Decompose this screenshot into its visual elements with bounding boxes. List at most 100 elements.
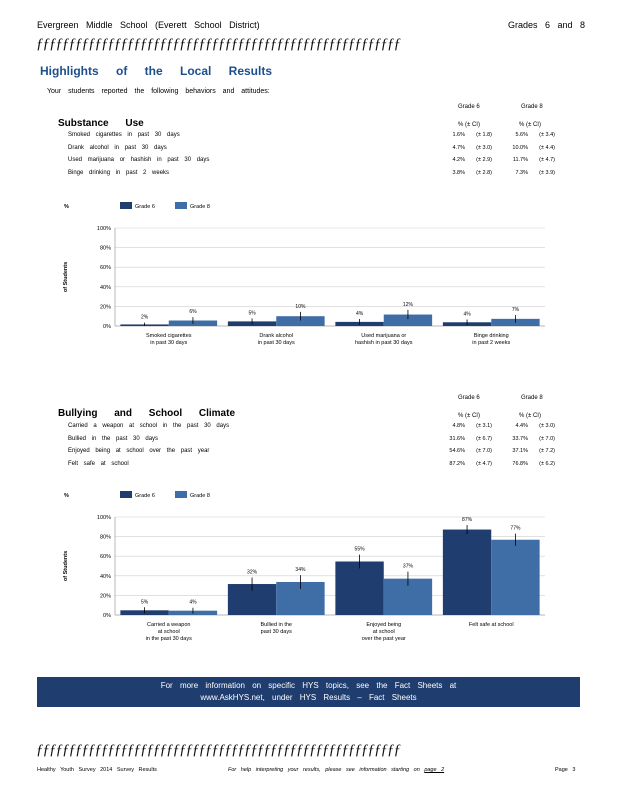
grade8-ci: (± 3.4) [539, 132, 555, 138]
grade8-ci: (± 7.2) [539, 448, 555, 454]
y-tick-label: 20% [100, 304, 111, 310]
ci-header-g8-2: % (± CI) [519, 413, 541, 419]
grade8-value: 4.4% [515, 423, 528, 429]
grade8-value: 11.7% [512, 157, 528, 163]
grade6-ci: (± 3.0) [476, 144, 492, 151]
y-axis-title-top: % [64, 493, 69, 499]
legend-swatch [120, 491, 132, 498]
legend-swatch [175, 202, 187, 209]
grade8-ci: (± 3.0) [539, 423, 555, 429]
row-label: Used marijuana or hashish in past 30 day… [68, 157, 210, 163]
grade8-ci: (± 3.9) [539, 169, 555, 176]
page-number: Page 3 [555, 767, 576, 773]
grade6-value: 4.7% [452, 144, 465, 151]
grade6-value: 4.8% [452, 423, 465, 429]
decorative-divider-bottom: ƒƒƒƒƒƒƒƒƒƒƒƒƒƒƒƒƒƒƒƒƒƒƒƒƒƒƒƒƒƒƒƒƒƒƒƒƒƒƒƒ… [36, 742, 401, 758]
row-label: Carried a weapon at school in the past 3… [68, 423, 230, 429]
x-tick-label: in past 2 weeks [472, 340, 510, 346]
grade6-ci: (± 1.8) [476, 132, 492, 138]
grade6-ci: (± 2.8) [476, 169, 492, 176]
data-label: 4% [189, 600, 197, 606]
y-tick-label: 40% [100, 285, 111, 291]
x-tick-label: Binge drinking [474, 333, 509, 339]
bar [491, 539, 540, 615]
y-tick-label: 40% [100, 574, 111, 580]
data-label: 34% [295, 567, 306, 573]
section-title-bullying: Bullying and School Climate [58, 408, 236, 419]
ci-header-g8: % (± CI) [519, 122, 541, 128]
legend-swatch [175, 491, 187, 498]
x-tick-label: Carried a weapon [147, 622, 190, 628]
data-label: 87% [462, 517, 473, 523]
y-tick-label: 60% [100, 554, 111, 560]
section-title-substance: Substance Use [58, 118, 144, 129]
x-tick-label: Felt safe at school [469, 622, 514, 628]
y-tick-label: 100% [97, 226, 111, 232]
grade6-header: Grade 6 [458, 104, 480, 110]
grades-label: Grades 6 and 8 [508, 20, 586, 30]
x-tick-label: Bullied in the [261, 622, 293, 628]
legend-label: Grade 8 [190, 204, 210, 210]
bar [383, 314, 433, 326]
grade8-value: 7.3% [515, 169, 528, 176]
chart-legend: Grade 6 Grade 8 [120, 491, 210, 499]
row-label: Smoked cigarettes in past 30 days [68, 132, 180, 138]
grade6-ci: (± 6.7) [476, 435, 492, 442]
grade6-value: 31.6% [449, 435, 465, 442]
grade6-ci: (± 2.9) [476, 157, 492, 163]
legend-label: Grade 6 [135, 204, 155, 210]
y-axis-title: of Students [63, 262, 69, 292]
x-tick-label: over the past year [362, 636, 406, 642]
row-label: Bullied in the past 30 days [68, 435, 159, 442]
info-banner: For more information on specific HYS top… [37, 677, 580, 707]
data-label: 37% [403, 564, 414, 570]
info-banner-line2: www.AskHYS.net, under HYS Results – Fact… [200, 693, 417, 702]
grade8-value: 10.0% [512, 144, 528, 151]
page-2-link[interactable]: page 2 [424, 767, 445, 773]
y-tick-label: 80% [100, 535, 111, 541]
ci-header-g6-2: % (± CI) [458, 413, 480, 419]
data-label: 32% [247, 569, 258, 575]
grade8-value: 5.6% [515, 132, 528, 138]
data-label: 55% [355, 547, 366, 553]
y-tick-label: 0% [103, 613, 111, 619]
grade8-ci: (± 4.7) [539, 157, 555, 163]
row-label: Enjoyed being at school over the past ye… [68, 448, 210, 454]
bar [335, 561, 384, 615]
grade6-value: 87.2% [449, 460, 465, 467]
x-tick-label: Smoked cigarettes [146, 333, 192, 339]
intro-text: Your students reported the following beh… [47, 88, 270, 95]
y-axis-title: of Students [63, 551, 69, 581]
data-label: 12% [403, 302, 414, 308]
grade8-ci: (± 4.4) [539, 144, 555, 151]
data-label: 4% [356, 311, 364, 317]
y-tick-label: 100% [97, 515, 111, 521]
data-label: 5% [141, 599, 149, 605]
x-tick-label: hashish in past 30 days [355, 340, 413, 346]
data-label: 7% [512, 307, 520, 313]
row-label: Binge drinking in past 2 weeks [68, 169, 170, 176]
chart-legend: Grade 6 Grade 8 [120, 202, 210, 210]
x-tick-label: Drank alcohol [259, 333, 293, 339]
x-tick-label: in the past 30 days [146, 636, 192, 642]
x-tick-label: past 30 days [261, 629, 292, 635]
y-tick-label: 80% [100, 246, 111, 252]
y-tick-label: 20% [100, 593, 111, 599]
grade8-value: 37.1% [512, 448, 528, 454]
legend-label: Grade 8 [190, 493, 210, 499]
data-label: 2% [141, 315, 149, 321]
bullying-chart: Grade 6 Grade 8% of Students 0% 20% 40% 60% 80%… [63, 491, 545, 642]
x-tick-label: in past 30 days [258, 340, 295, 346]
decorative-divider-top: ƒƒƒƒƒƒƒƒƒƒƒƒƒƒƒƒƒƒƒƒƒƒƒƒƒƒƒƒƒƒƒƒƒƒƒƒƒƒƒƒ… [36, 36, 401, 52]
bar [276, 316, 325, 326]
grade6-ci: (± 4.7) [476, 460, 492, 467]
grade8-ci: (± 7.0) [539, 435, 555, 442]
substance-chart: Grade 6 Grade 8% of Students 0% 20% 40% 60% 80%… [63, 202, 545, 346]
data-label: 77% [510, 526, 521, 532]
legend-swatch [120, 202, 132, 209]
grade6-value: 1.6% [452, 132, 465, 138]
x-tick-label: Used marijuana or [361, 333, 406, 339]
ci-header-g6: % (± CI) [458, 122, 480, 128]
footer-help-label: For help interpreting your results, plea… [228, 767, 420, 773]
y-axis-title-top: % [64, 204, 69, 210]
